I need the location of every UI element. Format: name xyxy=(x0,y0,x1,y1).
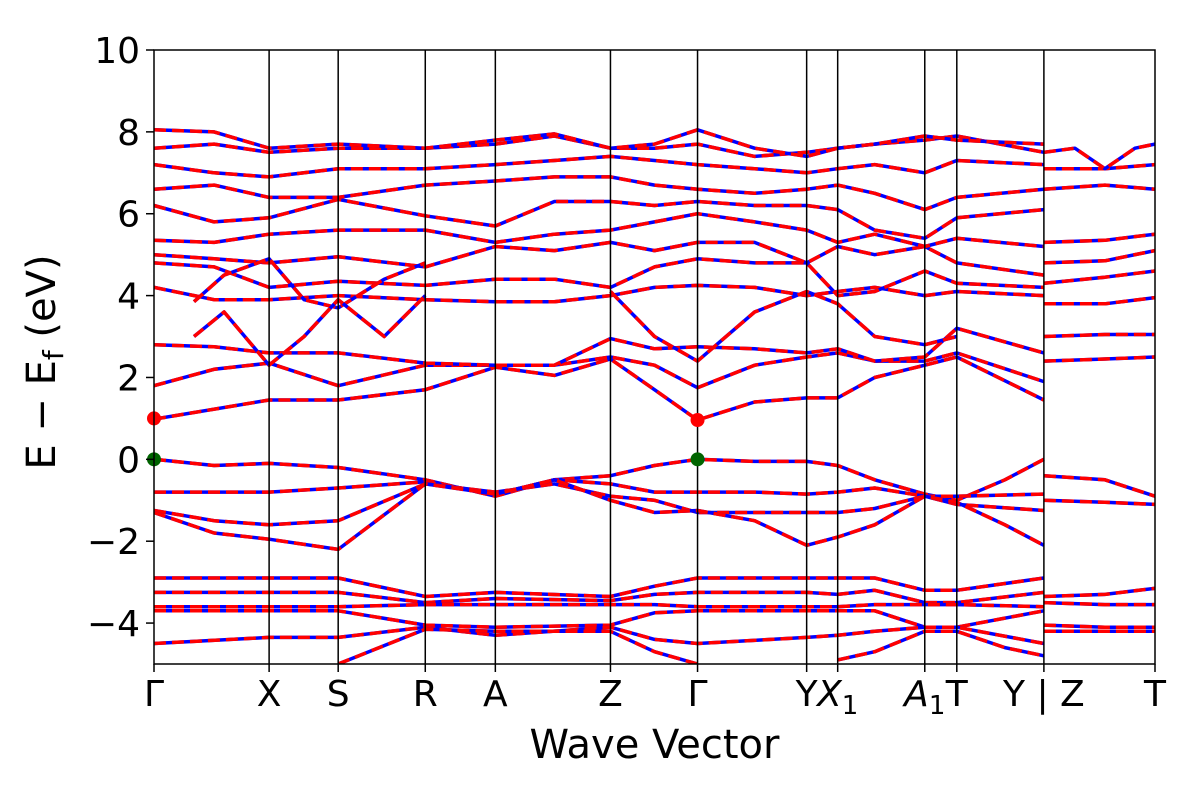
band-line-dashed xyxy=(1043,183,1155,191)
cbm-marker xyxy=(690,413,705,428)
y-tick-label: 2 xyxy=(117,358,140,399)
band-line-dashed xyxy=(1043,332,1155,339)
bands-layer xyxy=(154,128,1155,664)
x-tick-label: T xyxy=(1143,674,1167,715)
y-tick-label: 8 xyxy=(117,113,140,154)
band-line-dashed xyxy=(154,211,1045,249)
band-line-dashed xyxy=(154,482,1045,527)
x-tick-label: A1 xyxy=(902,674,945,721)
band-line-dashed xyxy=(192,294,427,367)
band-line-solid xyxy=(837,629,1045,662)
band-line-dashed xyxy=(337,627,698,664)
y-tick-label: −4 xyxy=(87,604,140,645)
band-line-dashed xyxy=(1043,269,1155,286)
k-point-lines xyxy=(268,50,1045,664)
y-tick-label: 10 xyxy=(94,31,140,72)
band-line-dashed xyxy=(154,240,1045,277)
band-line-dashed xyxy=(1043,295,1155,306)
band-line-solid xyxy=(154,240,1045,277)
band-line-dashed xyxy=(1043,623,1155,629)
band-line-dashed xyxy=(1043,600,1155,607)
band-line-solid xyxy=(154,355,1045,422)
band-line-dashed xyxy=(1043,248,1155,265)
x-tick-label: R xyxy=(413,674,438,715)
band-line-solid xyxy=(154,609,1045,629)
band-line-dashed xyxy=(154,576,1045,599)
y-tick-label: 4 xyxy=(117,277,140,318)
band-line-dashed xyxy=(154,257,1044,298)
band-line-dashed xyxy=(154,588,1045,605)
band-line-dashed xyxy=(192,257,426,310)
band-line-dashed xyxy=(154,128,1044,159)
band-line-dashed xyxy=(1043,232,1155,245)
x-tick-label: A xyxy=(483,674,508,715)
y-axis-title: E − Ef (eV) xyxy=(19,254,70,469)
x-tick-label: S xyxy=(327,674,350,715)
y-tick-label: −2 xyxy=(87,522,140,563)
band-line-dashed xyxy=(1043,586,1155,599)
x-tick-label: Y xyxy=(795,674,819,715)
band-line-dashed xyxy=(154,625,1045,646)
band-line-dashed xyxy=(154,457,1045,503)
band-line-dashed xyxy=(154,355,1045,422)
vbm-marker xyxy=(690,452,705,467)
band-line-dashed xyxy=(1043,473,1155,498)
band-line-dashed xyxy=(154,478,1044,498)
band-line-dashed xyxy=(154,283,1044,304)
band-line-solid xyxy=(154,478,1045,552)
x-axis-title: Wave Vector xyxy=(530,722,781,768)
plot-frame xyxy=(153,49,1156,665)
band-line-dashed xyxy=(1043,498,1155,507)
band-line-dashed xyxy=(837,629,1045,662)
x-tick-label: Z xyxy=(598,674,623,715)
band-line-dashed xyxy=(154,326,1045,367)
x-tick-label: T xyxy=(945,674,969,715)
x-tick-label: X1 xyxy=(815,674,858,721)
x-tick-label: X xyxy=(257,674,282,715)
band-line-dashed xyxy=(154,602,1044,609)
band-line-dashed xyxy=(154,154,1044,179)
y-axis-ticks: 10 8 6 4 2 0 −2 −4 xyxy=(87,31,154,645)
y-tick-label: 6 xyxy=(117,195,140,236)
x-tick-label: Y | Z xyxy=(1002,674,1085,715)
band-line-dashed xyxy=(1043,142,1155,171)
y-tick-label: 0 xyxy=(117,440,140,481)
band-line-dashed xyxy=(154,197,1045,241)
band-line-dashed xyxy=(1043,355,1155,363)
x-tick-label: Γ xyxy=(688,674,708,715)
band-line-dashed xyxy=(154,175,1045,212)
band-line-dashed xyxy=(154,609,1045,629)
extrema-markers xyxy=(147,411,705,467)
x-tick-label: Γ xyxy=(144,674,164,715)
